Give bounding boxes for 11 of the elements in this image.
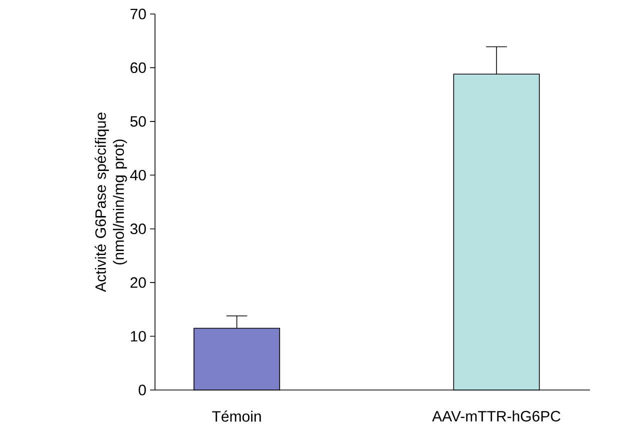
y-tick-label: 10	[130, 330, 146, 342]
y-tick-label: 40	[130, 170, 146, 180]
y-tick-label: 0	[138, 384, 146, 396]
y-tick-label: 30	[130, 224, 146, 234]
y-axis-title: Activité G6Pase spécifique (nmol/min/mg prot)	[94, 112, 127, 292]
x-tick-label: Témoin	[212, 410, 261, 422]
y-tick-label: 50	[130, 116, 146, 127]
x-tick-label: AAV-mTTR-hG6PC	[432, 410, 560, 422]
y-tick-label: 60	[130, 62, 146, 74]
y-tick-label: 70	[130, 8, 146, 20]
y-tick-label: 20	[130, 277, 146, 288]
